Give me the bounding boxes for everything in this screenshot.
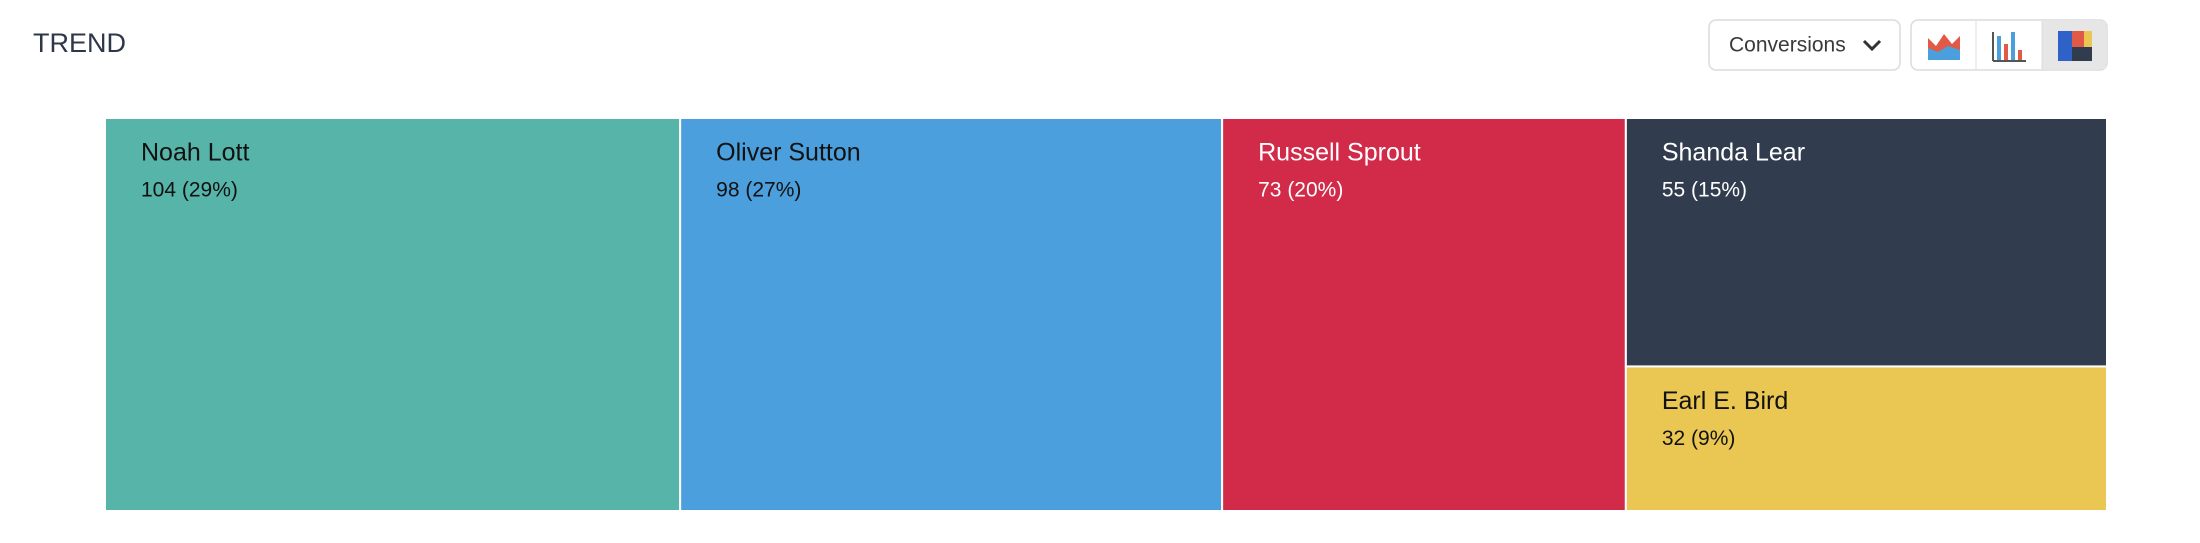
bar-chart-button[interactable]	[1992, 32, 2026, 62]
cell-label: Shanda Lear	[1662, 139, 1805, 167]
cell-value-label: 104 (29%)	[141, 179, 238, 202]
treemap-icon	[2072, 47, 2092, 61]
treemap-cell	[1624, 365, 2108, 512]
area-chart-button[interactable]	[1928, 34, 1960, 60]
view-toggle	[1910, 19, 2108, 71]
treemap-cell	[679, 117, 1224, 512]
treemap-icon	[2058, 31, 2072, 61]
bar-icon	[2018, 50, 2022, 60]
treemap-cell	[1221, 117, 1627, 512]
area-icon	[1928, 46, 1960, 60]
chart-title: TREND	[33, 28, 126, 58]
cell-value-label: 55 (15%)	[1662, 179, 1747, 202]
treemap-icon	[2072, 31, 2084, 47]
cell-label: Earl E. Bird	[1662, 387, 1788, 415]
treemap-button[interactable]	[2058, 31, 2092, 61]
cell-label: Noah Lott	[141, 139, 249, 167]
cell-label: Oliver Sutton	[716, 139, 861, 167]
cell-value-label: 73 (20%)	[1258, 179, 1343, 202]
chevron-icon	[1862, 39, 1882, 52]
bar-icon	[2011, 32, 2015, 60]
cell-value-label: 98 (27%)	[716, 179, 801, 202]
bar-icon	[2004, 44, 2008, 60]
treemap-icon	[2084, 31, 2092, 47]
dropdown-label[interactable]: Conversions	[1729, 34, 1846, 57]
metric-dropdown[interactable]: Conversions	[1708, 19, 1901, 71]
dropdown-box[interactable]	[1708, 19, 1901, 71]
bar-icon	[1997, 36, 2001, 60]
cell-value-label: 32 (9%)	[1662, 427, 1736, 450]
treemap-cell	[104, 117, 682, 512]
cell-label: Russell Sprout	[1258, 139, 1421, 167]
